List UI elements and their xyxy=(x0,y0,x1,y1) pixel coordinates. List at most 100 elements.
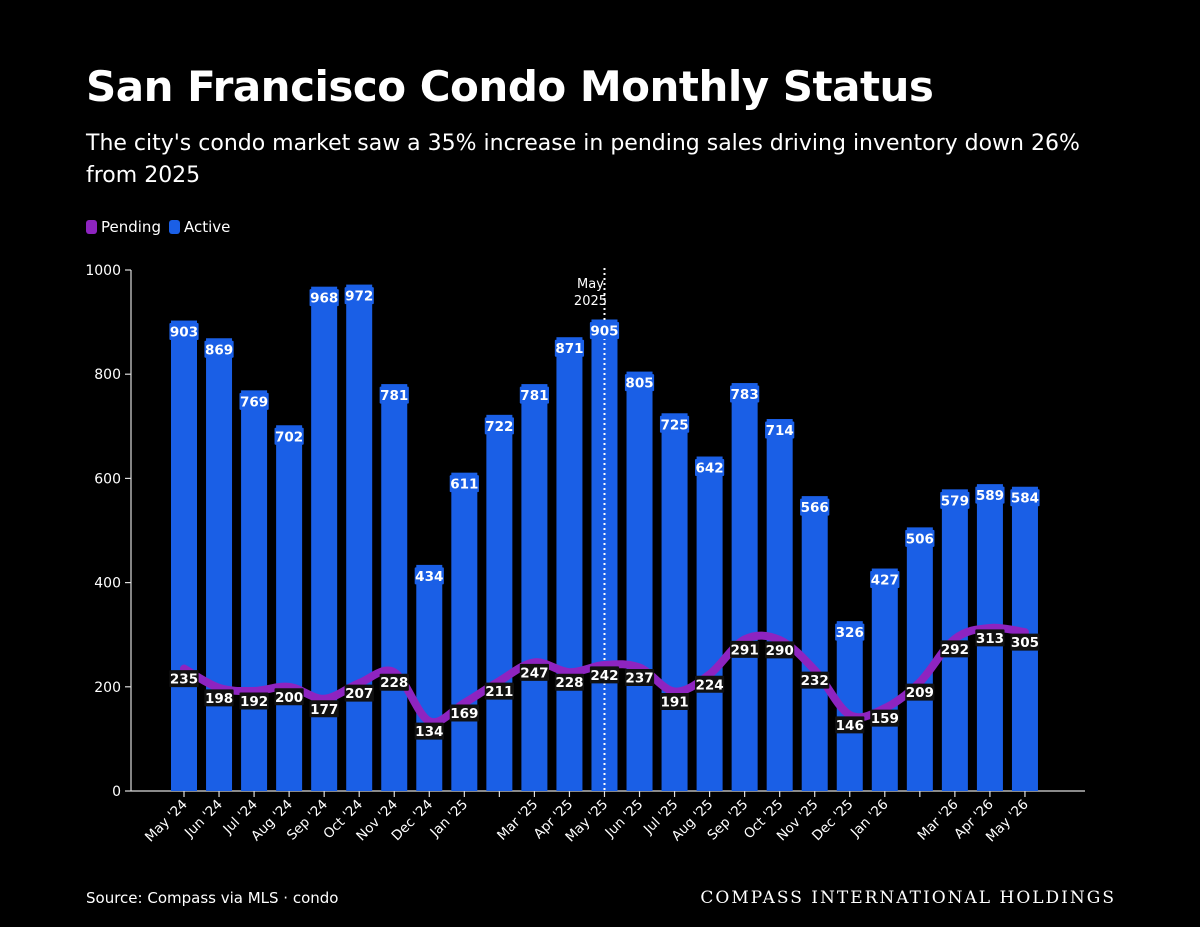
source-note: Source: Compass via MLS · condo xyxy=(86,889,339,907)
pending-value-label: 177 xyxy=(310,702,338,718)
active-value-label: 903 xyxy=(170,325,198,341)
pending-value-label: 292 xyxy=(941,642,969,658)
legend-swatch-pending xyxy=(86,220,97,234)
pending-value-label: 169 xyxy=(450,706,478,722)
pending-value-label-bg xyxy=(414,722,444,740)
active-value-label: 805 xyxy=(625,376,653,392)
legend-label-active: Active xyxy=(183,218,231,236)
active-value-label: 972 xyxy=(345,289,373,305)
active-bar xyxy=(591,319,618,791)
chart-legend: Pending Active xyxy=(86,218,238,236)
x-tick-label: Mar '26 xyxy=(915,797,962,844)
active-bar xyxy=(906,527,933,791)
active-bar xyxy=(556,337,583,791)
active-value-label-bg xyxy=(239,392,269,410)
pending-value-label: 291 xyxy=(731,642,759,658)
pending-value-label-bg xyxy=(169,670,199,688)
pending-value-label: 305 xyxy=(1011,635,1039,651)
x-tick-label: Jun '25 xyxy=(602,797,647,842)
active-value-label-bg xyxy=(554,339,585,357)
pending-value-label-bg xyxy=(379,673,409,691)
pending-value-label-bg xyxy=(975,629,1005,647)
active-value-label: 611 xyxy=(450,477,478,493)
pending-value-label: 228 xyxy=(380,675,408,691)
active-bar xyxy=(801,496,828,791)
active-value-label-bg xyxy=(414,567,444,585)
active-value-label-bg xyxy=(659,415,690,433)
active-bar xyxy=(521,384,548,791)
x-tick-label: Mar '25 xyxy=(494,797,541,844)
active-value-label-bg xyxy=(695,459,725,477)
pending-value-label-bg xyxy=(940,640,970,658)
active-bar xyxy=(241,390,268,791)
active-value-label-bg xyxy=(800,498,830,516)
active-bar xyxy=(661,413,688,791)
y-tick-label: 800 xyxy=(94,367,121,383)
active-value-label-bg xyxy=(730,385,760,403)
pending-value-label-bg xyxy=(730,640,760,658)
y-tick-label: 400 xyxy=(94,576,121,592)
active-value-label: 326 xyxy=(836,625,864,641)
pending-value-label: 200 xyxy=(275,690,303,706)
pending-value-label: 235 xyxy=(170,672,198,688)
pending-value-label: 232 xyxy=(801,673,829,689)
annotation-label: May xyxy=(577,277,604,292)
active-bar xyxy=(381,384,408,791)
active-bar xyxy=(276,425,303,791)
active-value-label-bg xyxy=(484,417,514,435)
y-tick-label: 0 xyxy=(112,784,121,800)
pending-value-label-bg xyxy=(519,663,549,681)
active-value-label-bg xyxy=(1010,489,1040,507)
active-value-label-bg xyxy=(379,386,409,404)
annotation-label: 2025 xyxy=(574,294,607,309)
active-bar xyxy=(626,371,653,791)
active-value-label-bg xyxy=(870,571,900,589)
active-value-label-bg xyxy=(624,374,655,392)
pending-value-label-bg xyxy=(659,692,690,710)
pending-value-label: 242 xyxy=(590,668,618,684)
pending-value-label: 228 xyxy=(555,675,583,691)
pending-value-label: 134 xyxy=(415,724,443,740)
legend-swatch-active xyxy=(168,220,180,234)
pending-value-label: 146 xyxy=(836,718,864,734)
y-tick-label: 1000 xyxy=(85,263,121,279)
pending-value-label-bg xyxy=(554,673,585,691)
pending-value-label-bg xyxy=(344,684,374,702)
x-tick-label: Jan '26 xyxy=(847,797,892,842)
pending-value-label-bg xyxy=(204,689,234,707)
active-value-label-bg xyxy=(449,475,479,493)
pending-value-label-bg xyxy=(309,700,339,718)
active-value-label-bg xyxy=(940,491,970,509)
active-bar xyxy=(871,568,898,791)
pending-value-label-bg xyxy=(835,716,865,734)
pending-value-label: 247 xyxy=(520,665,548,681)
active-value-label: 642 xyxy=(696,461,724,477)
active-value-label: 725 xyxy=(660,417,688,433)
pending-value-label-bg xyxy=(870,709,900,727)
active-value-label-bg xyxy=(169,323,199,341)
active-value-label: 506 xyxy=(906,531,934,547)
pending-value-label-bg xyxy=(449,704,479,722)
pending-value-label: 211 xyxy=(485,684,513,700)
active-bar xyxy=(766,419,793,791)
pending-value-label-bg xyxy=(765,641,795,659)
legend-item-active: Active xyxy=(168,218,231,236)
active-bar xyxy=(696,456,723,791)
active-bar xyxy=(346,284,373,791)
active-bar xyxy=(206,338,233,791)
active-value-label: 869 xyxy=(205,342,233,358)
active-bar xyxy=(416,564,443,791)
active-value-label-bg xyxy=(309,289,339,307)
active-value-label-bg xyxy=(975,486,1005,504)
pending-line xyxy=(180,623,1029,727)
active-value-label: 714 xyxy=(766,423,794,439)
active-value-label-bg xyxy=(344,287,374,305)
pending-value-label-bg xyxy=(695,675,725,693)
pending-value-label-bg xyxy=(239,692,269,710)
active-value-label: 783 xyxy=(731,387,759,403)
x-tick-label: May '24 xyxy=(142,797,191,846)
y-tick-label: 200 xyxy=(94,680,121,696)
active-bar xyxy=(731,383,758,791)
active-value-label: 722 xyxy=(485,419,513,435)
x-tick-label: Jan '25 xyxy=(427,797,472,842)
